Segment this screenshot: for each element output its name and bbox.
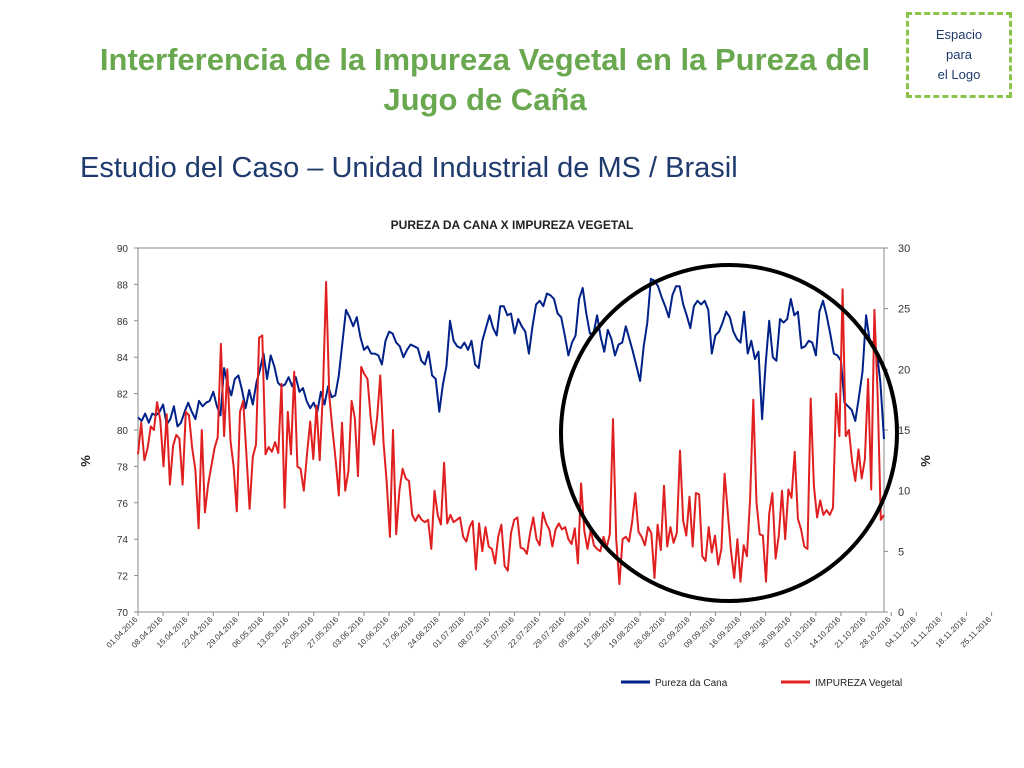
plot-area	[137, 247, 885, 613]
legend: Pureza da Cana IMPUREZA Vegetal	[621, 678, 902, 689]
series-group	[137, 277, 885, 586]
y-tick-label: 90	[117, 244, 129, 255]
y-tick-label: 72	[117, 572, 129, 583]
y2-tick-label: 10	[898, 486, 910, 498]
y-tick-label: 86	[117, 317, 129, 328]
y-tick-label: 84	[117, 353, 129, 364]
y2-tick-label: 25	[898, 304, 910, 316]
y-tick-label: 76	[117, 499, 129, 510]
legend-label-impureza: IMPUREZA Vegetal	[815, 678, 902, 689]
y2-tick-label: 20	[898, 364, 910, 376]
y2-tick-label: 15	[898, 425, 910, 437]
highlight-circle	[559, 263, 899, 603]
series-line-impureza	[137, 281, 885, 586]
slide-subtitle: Estudio del Caso – Unidad Industrial de …	[80, 152, 738, 184]
y-tick-label: 80	[117, 426, 129, 437]
slide-title: Interferencia de la Impureza Vegetal en …	[99, 42, 871, 117]
y-axis-label: %	[78, 455, 93, 467]
y2-axis-label: %	[918, 455, 933, 467]
y-tick-label: 74	[117, 535, 129, 546]
y2-tick-label: 5	[898, 546, 904, 558]
y-tick-label: 78	[117, 462, 129, 473]
y-tick-label: 70	[117, 608, 129, 619]
y-tick-label: 88	[117, 280, 129, 291]
y2-tick-label: 30	[898, 243, 910, 255]
logo-placeholder: Espacio para el Logo	[906, 12, 1012, 98]
series-line-pureza	[137, 277, 885, 440]
legend-label-pureza: Pureza da Cana	[655, 678, 728, 689]
y2-tick-label: 0	[898, 607, 904, 619]
chart-title: PUREZA DA CANA X IMPUREZA VEGETAL	[391, 218, 634, 232]
y-tick-label: 82	[117, 390, 129, 401]
